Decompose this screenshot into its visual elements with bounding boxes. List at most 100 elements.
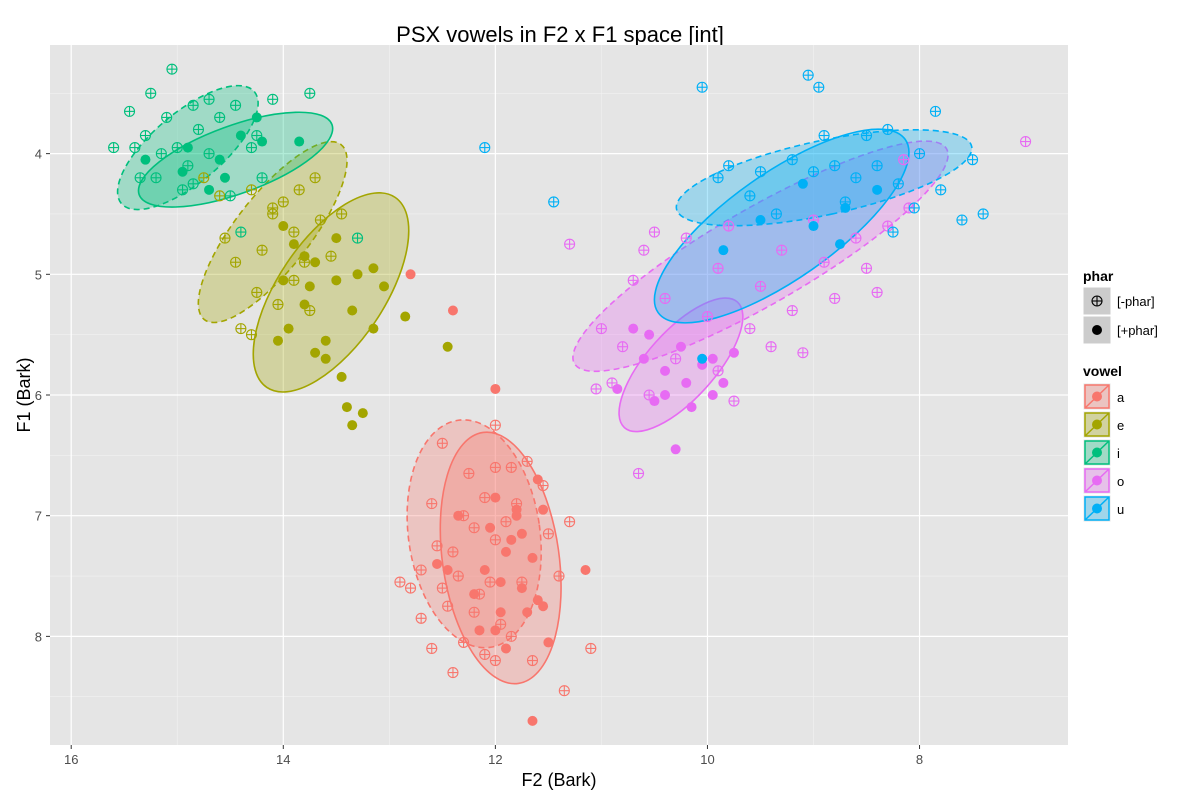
point-e-plus-phar — [352, 269, 363, 280]
point-e-plus-phar — [357, 408, 368, 419]
point-o-minus-phar — [728, 395, 740, 407]
point-u-minus-phar — [908, 202, 920, 214]
point-e-plus-phar — [336, 371, 347, 382]
x-tick-label: 14 — [276, 752, 290, 767]
legend-label-vowel: e — [1117, 418, 1124, 433]
point-a-minus-phar — [436, 582, 448, 594]
point-a-plus-phar — [405, 269, 416, 280]
point-o-plus-phar — [718, 377, 729, 388]
point-u-minus-phar — [967, 154, 979, 166]
point-a-minus-phar — [426, 642, 438, 654]
point-e-minus-phar — [256, 244, 268, 256]
point-u-minus-phar — [813, 81, 825, 93]
point-u-minus-phar — [786, 154, 798, 166]
point-a-plus-phar — [500, 643, 511, 654]
point-o-minus-phar — [818, 256, 830, 268]
point-a-minus-phar — [404, 582, 417, 594]
point-a-minus-phar — [442, 600, 454, 612]
ellipse-a-plus-phar — [439, 431, 562, 685]
point-a-plus-phar — [522, 607, 533, 618]
point-a-minus-phar — [447, 546, 459, 558]
point-a-plus-phar — [453, 510, 464, 521]
point-i-minus-phar — [256, 172, 268, 184]
point-o-plus-phar — [644, 329, 655, 340]
y-axis-ticks: 4 5 6 7 8 — [35, 147, 50, 644]
point-i-minus-phar — [161, 111, 173, 123]
point-o-plus-phar — [628, 323, 639, 334]
point-a-minus-phar — [479, 492, 491, 504]
point-o-plus-phar — [660, 365, 671, 376]
point-i-minus-phar — [166, 63, 178, 75]
point-a-plus-phar — [516, 583, 527, 594]
point-o-minus-phar — [754, 280, 767, 292]
legend-label-vowel: i — [1117, 446, 1120, 461]
point-a-minus-phar — [521, 455, 533, 467]
point-e-minus-phar — [272, 298, 284, 311]
point-e-minus-phar — [230, 256, 242, 268]
point-e-minus-phar — [235, 323, 247, 335]
point-a-plus-phar — [447, 305, 458, 316]
point-a-plus-phar — [543, 637, 554, 648]
point-a-minus-phar — [431, 540, 443, 552]
point-i-plus-phar — [251, 112, 262, 123]
point-o-plus-phar — [675, 341, 686, 352]
point-i-plus-phar — [294, 136, 305, 147]
point-a-minus-phar — [479, 648, 491, 661]
point-a-plus-phar — [479, 565, 490, 575]
point-a-plus-phar — [490, 492, 501, 503]
y-tick-label: 5 — [35, 267, 42, 282]
point-i-minus-phar — [351, 232, 364, 244]
point-o-plus-phar — [686, 402, 697, 413]
point-i-minus-phar — [245, 142, 258, 154]
ellipse-a-minus-phar — [406, 419, 542, 649]
point-o-minus-phar — [860, 262, 873, 274]
point-u-minus-phar — [860, 129, 873, 142]
ellipse-o-minus-phar — [572, 140, 949, 373]
point-o-minus-phar — [606, 377, 618, 389]
ellipse-u-plus-phar — [653, 128, 910, 324]
point-a-minus-phar — [458, 636, 470, 648]
point-a-plus-phar — [495, 607, 506, 618]
legend-label-vowel: a — [1117, 390, 1125, 405]
legend-key-point-u — [1092, 503, 1102, 514]
point-e-plus-phar — [368, 323, 379, 334]
point-u-minus-phar — [892, 178, 904, 190]
point-a-plus-phar — [490, 625, 501, 636]
point-o-plus-phar — [649, 396, 660, 407]
point-e-minus-phar — [304, 304, 316, 317]
point-u-minus-phar — [744, 190, 756, 202]
point-a-plus-phar — [495, 577, 506, 588]
point-a-minus-phar — [500, 516, 512, 528]
point-o-minus-phar — [564, 238, 576, 250]
point-a-minus-phar — [537, 479, 549, 492]
point-a-minus-phar — [394, 576, 406, 588]
point-a-minus-phar — [436, 437, 448, 449]
point-u-plus-phar — [835, 239, 846, 250]
point-i-minus-phar — [235, 226, 247, 238]
point-o-plus-phar — [707, 353, 718, 364]
grid-major — [50, 45, 1068, 745]
point-e-plus-phar — [310, 347, 321, 358]
point-u-minus-phar — [935, 184, 947, 196]
point-a-minus-phar — [484, 576, 496, 588]
point-o-minus-phar — [786, 304, 798, 317]
point-a-minus-phar — [447, 667, 459, 679]
point-a-minus-phar — [489, 461, 501, 473]
point-e-minus-phar — [336, 208, 348, 220]
point-a-plus-phar — [511, 504, 522, 515]
point-o-minus-phar — [595, 323, 607, 335]
point-e-minus-phar — [198, 172, 210, 184]
point-a-minus-phar — [542, 528, 554, 540]
x-tick-label: 16 — [64, 752, 78, 767]
point-o-minus-phar — [590, 383, 602, 395]
legend-title-vowel: vowel — [1083, 363, 1122, 379]
point-o-plus-phar — [660, 390, 671, 400]
point-e-minus-phar — [314, 214, 326, 226]
point-a-plus-phar — [516, 528, 527, 539]
point-i-minus-phar — [129, 142, 141, 154]
point-i-minus-phar — [214, 111, 226, 123]
point-e-plus-phar — [310, 257, 321, 268]
point-e-minus-phar — [277, 196, 289, 208]
point-e-plus-phar — [272, 335, 283, 346]
